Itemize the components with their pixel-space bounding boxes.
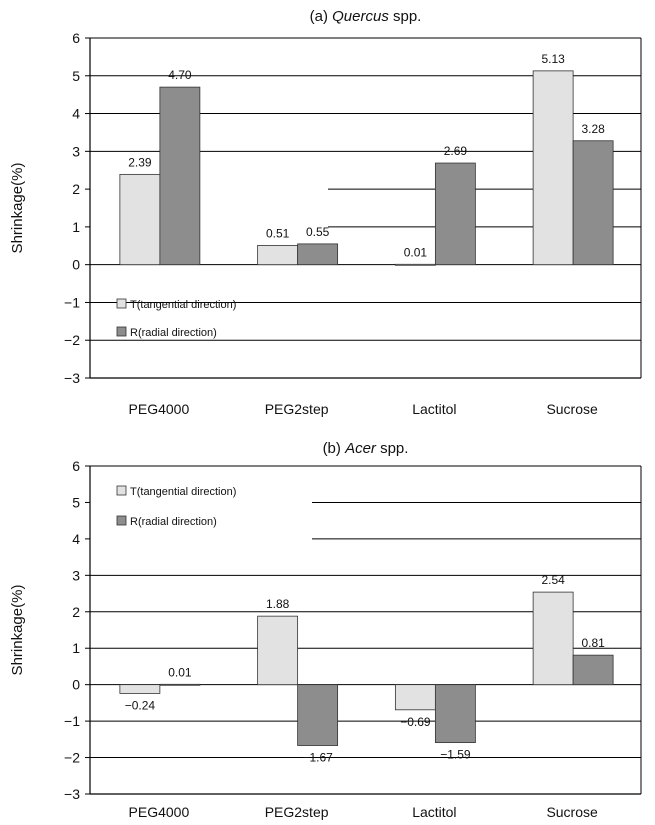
y-tick-label: −2 xyxy=(64,750,80,766)
bar-radial-lactitol xyxy=(434,684,476,744)
data-label: 0.01 xyxy=(168,665,192,679)
y-tick-label: 5 xyxy=(72,494,80,510)
category-label: PEG2step xyxy=(265,804,329,820)
category-label: Sucrose xyxy=(546,804,598,820)
bar-tangential-peg2step xyxy=(257,615,299,686)
legend-swatch xyxy=(116,485,127,496)
chart-panel-a: (a) Quercus spp. 6 5 4 3 2 1 0 −1 −2 −3 Shrinkage(%… xyxy=(9,8,642,417)
data-label: 0.01 xyxy=(404,245,428,259)
y-tick-label: 5 xyxy=(72,68,80,84)
y-tick-label: 1 xyxy=(72,219,80,235)
y-tick-label: −1 xyxy=(64,294,80,310)
bar-radial-peg4000 xyxy=(159,86,201,266)
y-tick-label: −3 xyxy=(64,786,80,802)
bar-radial-lactitol xyxy=(434,162,476,266)
bar-radial-peg2step xyxy=(297,684,339,746)
bar-tangential-sucrose xyxy=(532,591,574,686)
category-label: Lactitol xyxy=(412,804,456,820)
y-tick-label: 4 xyxy=(72,531,80,547)
y-tick-label: 0 xyxy=(72,677,80,693)
legend-swatch xyxy=(116,515,127,526)
bar-radial-peg2step xyxy=(297,243,339,266)
y-tick-label: −3 xyxy=(64,370,80,386)
data-label: 2.39 xyxy=(128,155,152,169)
category-label: PEG4000 xyxy=(129,401,190,417)
chart-panel-b: (b) Acer spp. 6 5 4 3 2 1 0 −1 −2 −3 Shrinkage(%) −0… xyxy=(9,440,642,820)
chart-title: (b) Acer spp. xyxy=(323,440,409,457)
bar-tangential-peg4000 xyxy=(119,173,161,266)
y-tick-label: 3 xyxy=(72,567,80,583)
legend-label: R(radial direction) xyxy=(130,516,217,528)
category-label: Lactitol xyxy=(412,401,456,417)
y-tick-label: 1 xyxy=(72,640,80,656)
data-label: −1.67 xyxy=(302,751,333,765)
bar-radial-peg4000 xyxy=(159,683,201,686)
data-label: 0.51 xyxy=(266,226,290,240)
y-tick-label: 4 xyxy=(72,106,80,122)
data-label: 0.55 xyxy=(306,225,330,239)
y-tick-label: 6 xyxy=(72,458,80,474)
y-tick-label: 2 xyxy=(72,604,80,620)
bar-tangential-sucrose xyxy=(532,70,574,266)
bar-tangential-lactitol xyxy=(394,263,436,266)
chart-title: (a) Quercus spp. xyxy=(310,8,422,25)
legend-label: T(tangential direction) xyxy=(130,486,236,498)
category-label: PEG2step xyxy=(265,401,329,417)
data-label: 5.13 xyxy=(541,52,565,66)
y-tick-label: 0 xyxy=(72,257,80,273)
bar-tangential-lactitol xyxy=(394,684,436,711)
data-label: 4.70 xyxy=(168,68,192,82)
legend-label: R(radial direction) xyxy=(130,327,217,339)
data-label: 2.54 xyxy=(541,573,565,587)
y-tick-label: −2 xyxy=(64,332,80,348)
y-tick-label: 2 xyxy=(72,181,80,197)
bar-radial-sucrose xyxy=(572,140,614,266)
data-label: 2.69 xyxy=(444,144,468,158)
bar-tangential-peg4000 xyxy=(119,684,161,694)
data-label: 3.28 xyxy=(581,122,605,136)
data-label: −0.69 xyxy=(400,715,431,729)
data-label: 0.81 xyxy=(581,636,605,650)
y-axis-title: Shrinkage(%) xyxy=(9,585,26,676)
y-tick-label: 3 xyxy=(72,143,80,159)
data-label: −1.59 xyxy=(440,748,471,762)
data-label: 1.88 xyxy=(266,597,290,611)
data-label: −0.24 xyxy=(125,698,156,712)
y-tick-label: −1 xyxy=(64,713,80,729)
y-tick-label: 6 xyxy=(72,30,80,46)
category-label: PEG4000 xyxy=(129,804,190,820)
bar-tangential-peg2step xyxy=(257,244,299,266)
legend-swatch xyxy=(116,326,127,337)
category-label: Sucrose xyxy=(546,401,598,417)
y-axis-title: Shrinkage(%) xyxy=(9,163,26,254)
legend-label: T(tangential direction) xyxy=(130,299,236,311)
legend-swatch xyxy=(116,298,127,309)
bar-radial-sucrose xyxy=(572,654,614,686)
